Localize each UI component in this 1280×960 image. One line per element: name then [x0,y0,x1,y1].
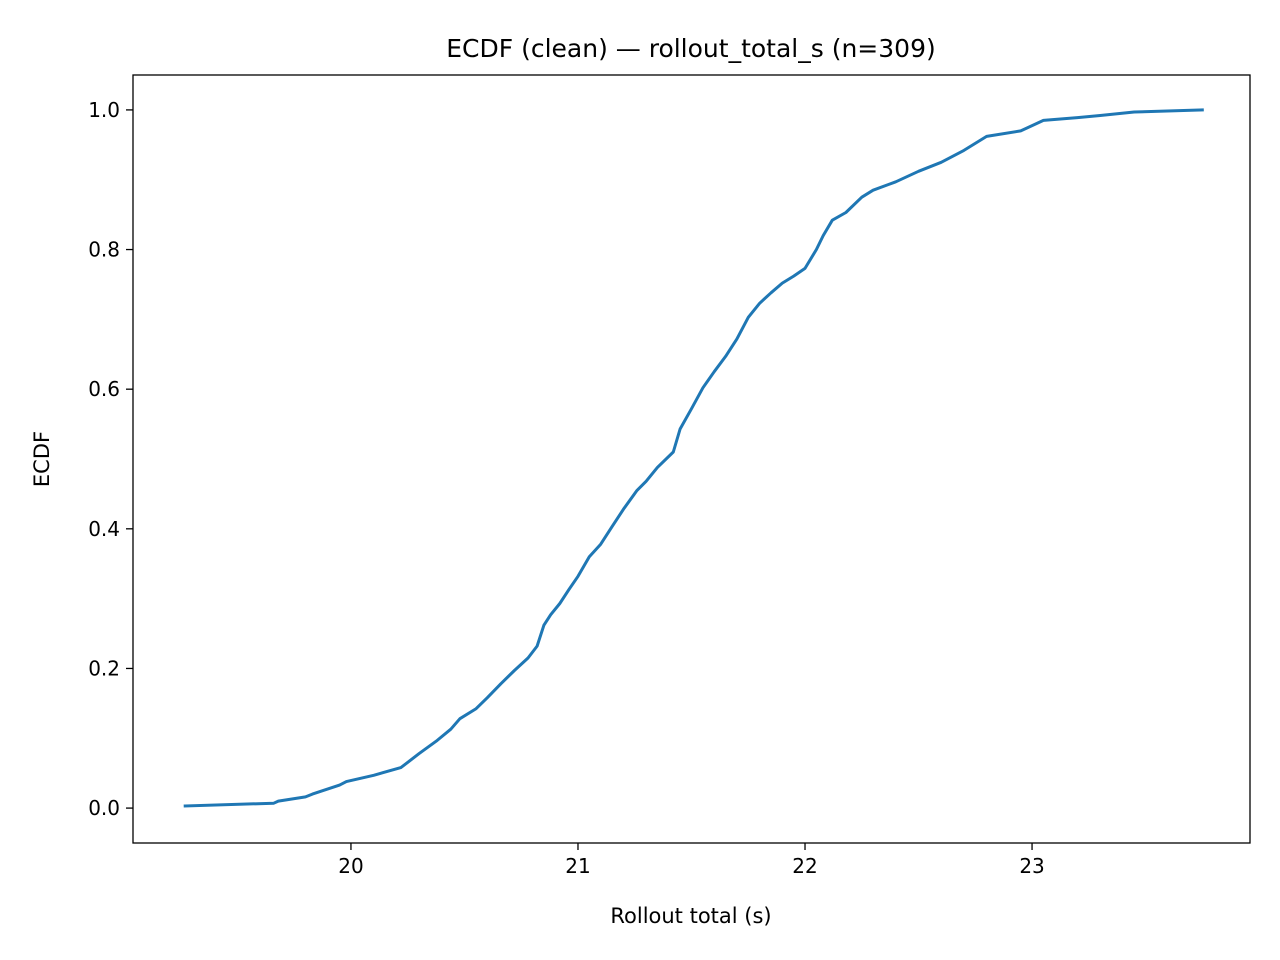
x-tick-label: 20 [338,854,363,878]
ecdf-series-line [183,108,1204,808]
y-tick-label: 1.0 [88,98,120,122]
chart-title: ECDF (clean) — rollout_total_s (n=309) [446,34,935,63]
y-axis-title: ECDF [30,431,54,487]
x-axis-title: Rollout total (s) [610,904,771,928]
y-tick-label: 0.4 [88,517,120,541]
y-tick-label: 0.0 [88,796,120,820]
x-tick-label: 21 [565,854,590,878]
y-tick-label: 0.8 [88,238,120,262]
x-tick-label: 23 [1019,854,1044,878]
x-tick-label: 22 [792,854,817,878]
y-tick-label: 0.6 [88,377,120,401]
y-tick-label: 0.2 [88,656,120,680]
plot-frame [132,74,1251,844]
